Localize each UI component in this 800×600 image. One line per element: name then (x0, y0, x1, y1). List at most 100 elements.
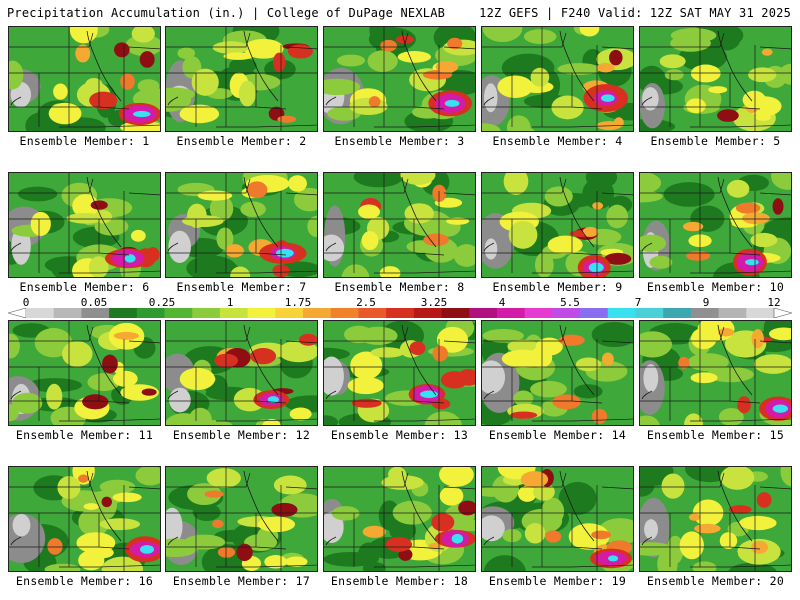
ensemble-member-panel: Ensemble Member: 7 (165, 172, 318, 304)
colorbar: 0 0.05 0.25 1 1.75 2.5 3.25 4 5.5 7 9 12 (8, 296, 792, 320)
colorbar-segment (109, 308, 138, 318)
ensemble-member-label: Ensemble Member: 1 (19, 134, 150, 148)
ensemble-member-panel: Ensemble Member: 13 (323, 320, 476, 452)
ensemble-member-panel: Ensemble Member: 11 (8, 320, 161, 452)
colorbar-segment (192, 308, 221, 318)
precip-map (165, 26, 318, 132)
colorbar-scale (8, 308, 792, 318)
ensemble-member-panel: Ensemble Member: 1 (8, 26, 161, 158)
ensemble-member-panel: Ensemble Member: 18 (323, 466, 476, 598)
colorbar-tick-label: 7 (634, 296, 642, 309)
ensemble-member-panel: Ensemble Member: 8 (323, 172, 476, 304)
colorbar-tick-label: 0.05 (80, 296, 108, 309)
colorbar-segment (524, 308, 553, 318)
colorbar-tick-label: 1.75 (284, 296, 312, 309)
ensemble-member-panel: Ensemble Member: 15 (639, 320, 792, 452)
colorbar-segment (635, 308, 664, 318)
ensemble-member-label: Ensemble Member: 10 (646, 280, 785, 294)
run-info: 12Z GEFS | F240 Valid: 12Z SAT MAY 31 20… (479, 6, 791, 20)
precip-map (481, 26, 634, 132)
colorbar-tick-label: 0 (22, 296, 30, 309)
ensemble-member-label: Ensemble Member: 17 (172, 574, 311, 588)
colorbar-segment (746, 308, 775, 318)
precip-map (165, 172, 318, 278)
ensemble-member-label: Ensemble Member: 13 (330, 428, 469, 442)
precip-map (639, 172, 792, 278)
colorbar-segment (580, 308, 609, 318)
ensemble-member-panel: Ensemble Member: 16 (8, 466, 161, 598)
page-title: Precipitation Accumulation (in.) | Colle… (7, 6, 446, 20)
ensemble-member-panel: Ensemble Member: 4 (481, 26, 634, 158)
ensemble-member-panel: Ensemble Member: 14 (481, 320, 634, 452)
precip-map (481, 172, 634, 278)
colorbar-segment (330, 308, 359, 318)
colorbar-tick-label: 2.5 (356, 296, 376, 309)
precip-map (165, 320, 318, 426)
ensemble-member-label: Ensemble Member: 5 (650, 134, 781, 148)
precip-map (639, 466, 792, 572)
ensemble-member-label: Ensemble Member: 12 (172, 428, 311, 442)
colorbar-left-arrow (8, 308, 27, 318)
ensemble-member-panel: Ensemble Member: 5 (639, 26, 792, 158)
ensemble-member-panel: Ensemble Member: 6 (8, 172, 161, 304)
colorbar-tick-label: 12 (767, 296, 781, 309)
colorbar-segment (552, 308, 581, 318)
precip-map (481, 320, 634, 426)
colorbar-segment (386, 308, 415, 318)
colorbar-segment (219, 308, 249, 318)
colorbar-tick-label: 4 (498, 296, 506, 309)
precip-map (639, 320, 792, 426)
ensemble-member-panel: Ensemble Member: 17 (165, 466, 318, 598)
colorbar-segment (413, 308, 443, 318)
colorbar-segment (663, 308, 692, 318)
colorbar-segment (718, 308, 747, 318)
precip-map (8, 466, 161, 572)
colorbar-tick-label: 1 (226, 296, 234, 309)
colorbar-right-arrow (773, 308, 792, 318)
colorbar-segment (53, 308, 82, 318)
colorbar-segment (275, 308, 304, 318)
ensemble-member-panel: Ensemble Member: 9 (481, 172, 634, 304)
colorbar-ticks: 0 0.05 0.25 1 1.75 2.5 3.25 4 5.5 7 9 12 (8, 296, 792, 309)
ensemble-member-panel: Ensemble Member: 2 (165, 26, 318, 158)
ensemble-member-panel: Ensemble Member: 19 (481, 466, 634, 598)
precip-map (639, 26, 792, 132)
ensemble-member-label: Ensemble Member: 8 (334, 280, 465, 294)
precip-map (323, 172, 476, 278)
ensemble-member-panel: Ensemble Member: 20 (639, 466, 792, 598)
ensemble-member-label: Ensemble Member: 19 (488, 574, 627, 588)
precip-map (481, 466, 634, 572)
ensemble-member-label: Ensemble Member: 4 (492, 134, 623, 148)
ensemble-member-label: Ensemble Member: 3 (334, 134, 465, 148)
colorbar-segment (303, 308, 332, 318)
ensemble-member-label: Ensemble Member: 7 (176, 280, 307, 294)
ensemble-member-label: Ensemble Member: 18 (330, 574, 469, 588)
precip-map (323, 320, 476, 426)
colorbar-tick-label: 0.25 (148, 296, 176, 309)
colorbar-segment (469, 308, 498, 318)
ensemble-member-label: Ensemble Member: 2 (176, 134, 307, 148)
colorbar-segment (26, 308, 55, 318)
ensemble-member-label: Ensemble Member: 11 (15, 428, 154, 442)
ensemble-member-panel: Ensemble Member: 10 (639, 172, 792, 304)
colorbar-segment (164, 308, 193, 318)
ensemble-member-label: Ensemble Member: 14 (488, 428, 627, 442)
ensemble-member-label: Ensemble Member: 16 (15, 574, 154, 588)
precip-map (323, 26, 476, 132)
colorbar-segment (136, 308, 166, 318)
colorbar-segment (441, 308, 470, 318)
colorbar-tick-label: 5.5 (560, 296, 580, 309)
colorbar-segment (607, 308, 636, 318)
ensemble-member-label: Ensemble Member: 20 (646, 574, 785, 588)
colorbar-segment (81, 308, 110, 318)
precip-map (8, 26, 161, 132)
colorbar-segment (247, 308, 276, 318)
page-header: Precipitation Accumulation (in.) | Colle… (0, 0, 800, 24)
precip-map (165, 466, 318, 572)
precip-map (8, 320, 161, 426)
colorbar-segment (496, 308, 526, 318)
ensemble-member-panel: Ensemble Member: 12 (165, 320, 318, 452)
ensemble-member-panel: Ensemble Member: 3 (323, 26, 476, 158)
precip-map (8, 172, 161, 278)
precip-map (323, 466, 476, 572)
